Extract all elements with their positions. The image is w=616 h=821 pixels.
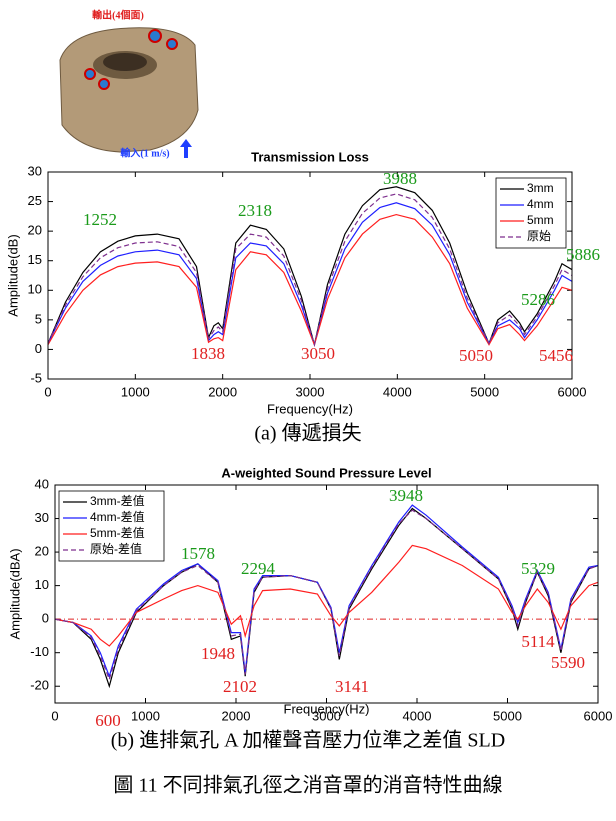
y-tick-label: 40 [35, 476, 49, 491]
y-axis-label: Amplitude(dBA) [7, 548, 22, 639]
annotation: 5590 [551, 653, 585, 672]
figure-caption: 圖 11 不同排氣孔徑之消音罩的消音特性曲線 [113, 774, 502, 797]
x-tick-label: 6000 [558, 384, 587, 399]
y-tick-label: -20 [30, 678, 49, 693]
annotation: 5050 [459, 346, 493, 365]
annotation: 3050 [301, 344, 335, 363]
annotation: 2318 [238, 201, 272, 220]
x-tick-label: 1000 [131, 708, 160, 723]
x-tick-label: 2000 [222, 708, 251, 723]
annotation: 3988 [383, 169, 417, 188]
legend-label: 5mm-差值 [90, 525, 145, 540]
legend-label: 原始-差值 [90, 541, 142, 556]
model-image [60, 28, 198, 158]
y-tick-label: 10 [35, 577, 49, 592]
y-tick-label: 20 [28, 223, 42, 238]
y-tick-label: 0 [42, 611, 49, 626]
annotation: 1948 [201, 644, 235, 663]
legend-label: 5mm [527, 213, 554, 227]
annotation: 3141 [335, 677, 369, 696]
caption-a: (a) 傳遞損失 [254, 422, 361, 445]
y-tick-label: -5 [30, 370, 42, 385]
figure: 輸出(4個面) 輸入(1 m/s) (a) 傳遞損失 (b) 進排氣孔 A 加權… [0, 0, 616, 821]
x-tick-label: 1000 [121, 384, 150, 399]
annotation: 5286 [521, 290, 555, 309]
y-tick-label: 5 [35, 311, 42, 326]
x-axis-label: Frequency(Hz) [267, 401, 353, 416]
series-line [48, 194, 572, 345]
annotation: 3948 [389, 486, 423, 505]
series-line [48, 187, 572, 345]
annotation: 5456 [539, 346, 573, 365]
annotation: 1838 [191, 344, 225, 363]
annotation: 1252 [83, 210, 117, 229]
annotation: 5886 [566, 245, 600, 264]
x-tick-label: 6000 [584, 708, 613, 723]
y-tick-label: -10 [30, 644, 49, 659]
x-tick-label: 4000 [403, 708, 432, 723]
legend-label: 4mm [527, 197, 554, 211]
y-tick-label: 25 [28, 193, 42, 208]
caption-b: (b) 進排氣孔 A 加權聲音壓力位準之差值 SLD [111, 729, 505, 752]
annotation: 5329 [521, 559, 555, 578]
x-tick-label: 3000 [296, 384, 325, 399]
y-tick-label: 30 [28, 163, 42, 178]
input-label: 輸入(1 m/s) [120, 146, 169, 159]
x-tick-label: 3000 [312, 708, 341, 723]
x-tick-label: 0 [51, 708, 58, 723]
legend-label: 3mm-差值 [90, 493, 145, 508]
series-line [48, 215, 572, 345]
annotation: 600 [95, 711, 121, 730]
x-tick-label: 0 [44, 384, 51, 399]
annotation: 1578 [181, 544, 215, 563]
y-tick-label: 30 [35, 510, 49, 525]
y-tick-label: 15 [28, 252, 42, 267]
series-line [48, 203, 572, 345]
chart-title: A-weighted Sound Pressure Level [221, 465, 431, 480]
output-label: 輸出(4個面) [92, 8, 144, 21]
legend-label: 原始 [527, 229, 551, 243]
annotation: 2294 [241, 559, 276, 578]
x-tick-label: 4000 [383, 384, 412, 399]
y-tick-label: 20 [35, 544, 49, 559]
y-axis-label: Amplitude(dB) [5, 234, 20, 316]
annotation: 2102 [223, 677, 257, 696]
page: 輸出(4個面) 輸入(1 m/s) (a) 傳遞損失 (b) 進排氣孔 A 加權… [0, 0, 616, 821]
legend-label: 4mm-差值 [90, 509, 145, 524]
x-tick-label: 5000 [493, 708, 522, 723]
x-tick-label: 2000 [208, 384, 237, 399]
y-tick-label: 10 [28, 282, 42, 297]
x-tick-label: 5000 [470, 384, 499, 399]
legend-label: 3mm [527, 181, 554, 195]
annotation: 5114 [521, 632, 555, 651]
y-tick-label: 0 [35, 341, 42, 356]
chart-title: Transmission Loss [251, 149, 369, 164]
